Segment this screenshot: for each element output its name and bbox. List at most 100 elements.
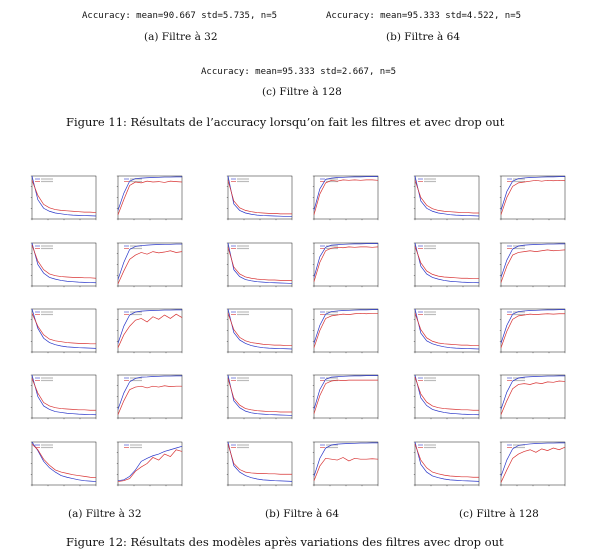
val-series-line bbox=[117, 180, 183, 215]
loss-plot bbox=[226, 441, 293, 487]
legend-label-text bbox=[41, 444, 53, 446]
accuracy-plot bbox=[116, 242, 183, 288]
legend-label-text bbox=[513, 379, 525, 382]
accuracy-plot bbox=[312, 242, 379, 288]
legend-label-text bbox=[326, 180, 338, 183]
legend-label-text bbox=[41, 377, 53, 379]
train-series-line bbox=[414, 441, 480, 482]
loss-panel bbox=[405, 237, 483, 295]
legend-label-text bbox=[237, 311, 249, 313]
accuracy-panel bbox=[108, 369, 186, 427]
figure12-column-b bbox=[218, 170, 388, 505]
legend-label-text bbox=[326, 446, 338, 449]
plot-row bbox=[218, 237, 388, 299]
accuracy-panel bbox=[491, 369, 569, 427]
plot-frame bbox=[227, 374, 293, 419]
accuracy-plot bbox=[499, 175, 566, 221]
legend-label-text bbox=[130, 444, 142, 446]
train-series-line bbox=[227, 175, 292, 217]
accuracy-result-b: Accuracy: mean=95.333 std=4.522, n=5 bbox=[326, 11, 522, 21]
val-series-line bbox=[313, 379, 378, 414]
val-series-line bbox=[227, 247, 292, 281]
val-series-line bbox=[117, 313, 183, 348]
train-series-line bbox=[227, 242, 293, 284]
val-series-line bbox=[313, 457, 379, 481]
loss-plot bbox=[226, 374, 293, 420]
val-series-line bbox=[227, 180, 292, 215]
val-series-line bbox=[414, 444, 479, 478]
accuracy-panel bbox=[108, 303, 186, 361]
train-series-line bbox=[414, 374, 480, 416]
loss-panel bbox=[218, 369, 296, 427]
plot-frame bbox=[117, 242, 183, 287]
train-series-line bbox=[31, 374, 97, 416]
val-series-line bbox=[313, 246, 379, 282]
loss-plot bbox=[226, 175, 293, 221]
train-series-line bbox=[31, 308, 97, 349]
train-series-line bbox=[500, 309, 565, 344]
legend-label-text bbox=[424, 311, 436, 313]
plot-frame bbox=[500, 374, 566, 419]
legend-label-text bbox=[237, 446, 249, 449]
plot-row bbox=[405, 303, 575, 365]
legend-label-text bbox=[326, 379, 338, 382]
plot-frame bbox=[31, 374, 97, 419]
plot-row bbox=[405, 237, 575, 299]
train-series-line bbox=[227, 308, 293, 350]
train-series-line bbox=[31, 175, 97, 217]
accuracy-panel bbox=[304, 369, 382, 427]
accuracy-plot bbox=[312, 441, 379, 487]
loss-plot bbox=[30, 175, 97, 221]
val-series-line bbox=[414, 246, 479, 280]
train-series-line bbox=[414, 242, 480, 284]
plot-frame bbox=[313, 374, 379, 419]
plot-row bbox=[22, 436, 192, 498]
plot-frame bbox=[227, 441, 293, 486]
loss-plot bbox=[226, 242, 293, 288]
legend-label-text bbox=[326, 311, 338, 313]
loss-panel bbox=[405, 369, 483, 427]
plot-row bbox=[22, 303, 192, 365]
legend-label-text bbox=[41, 245, 53, 247]
legend-label-text bbox=[326, 377, 338, 379]
legend-label-text bbox=[513, 444, 525, 446]
legend-label-text bbox=[326, 245, 338, 247]
accuracy-plot bbox=[312, 374, 379, 420]
figure11-caption: Figure 11: Résultats de l’accuracy lorsq… bbox=[66, 115, 505, 129]
train-series-line bbox=[227, 374, 293, 416]
plot-row bbox=[22, 170, 192, 232]
figure11-subcaption-c: (c) Filtre à 128 bbox=[262, 86, 342, 98]
loss-plot bbox=[413, 308, 480, 354]
train-series-line bbox=[31, 242, 97, 284]
legend-label-text bbox=[237, 245, 249, 247]
legend-label-text bbox=[424, 444, 436, 446]
accuracy-panel bbox=[108, 436, 186, 494]
figure12-column-a bbox=[22, 170, 192, 505]
plot-frame bbox=[414, 441, 480, 486]
train-series-line bbox=[500, 243, 565, 278]
loss-plot bbox=[30, 441, 97, 487]
plot-frame bbox=[500, 242, 566, 287]
val-series-line bbox=[414, 180, 479, 214]
legend-label-text bbox=[237, 377, 249, 379]
legend-label-text bbox=[237, 444, 249, 446]
legend-label-text bbox=[424, 245, 436, 247]
legend-label-text bbox=[513, 180, 525, 183]
plot-frame bbox=[31, 308, 97, 353]
legend-label-text bbox=[237, 379, 249, 382]
accuracy-panel bbox=[108, 170, 186, 228]
plot-frame bbox=[313, 308, 379, 353]
plot-row bbox=[405, 170, 575, 232]
accuracy-panel bbox=[304, 170, 382, 228]
legend-label-text bbox=[237, 178, 249, 180]
legend-label-text bbox=[130, 247, 142, 250]
figure12-caption: Figure 12: Résultats des modèles après v… bbox=[66, 535, 504, 549]
train-series-line bbox=[227, 441, 293, 482]
val-series-line bbox=[117, 449, 183, 482]
val-series-line bbox=[500, 313, 565, 348]
plot-row bbox=[22, 237, 192, 299]
train-series-line bbox=[31, 441, 97, 482]
legend-label-text bbox=[130, 245, 142, 247]
val-series-line bbox=[227, 444, 292, 475]
legend-label-text bbox=[237, 180, 249, 183]
